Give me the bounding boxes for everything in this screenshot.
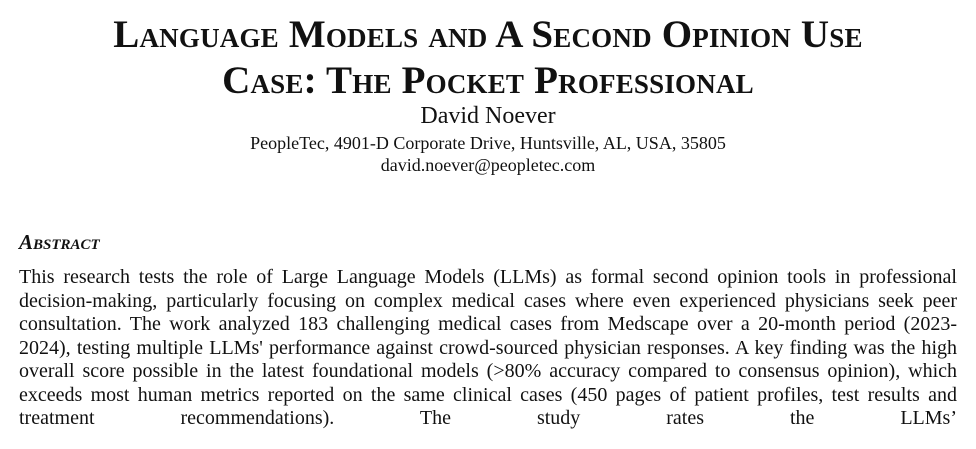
paper-title: Language Models and A Second Opinion Use… [0, 12, 976, 104]
abstract-text: This research tests the role of Large La… [19, 266, 957, 429]
author-email: david.noever@peopletec.com [380, 155, 596, 175]
title-line-1: Language Models and A Second Opinion Use [113, 13, 863, 56]
author-affiliation: PeopleTec, 4901-D Corporate Drive, Hunts… [250, 133, 726, 153]
abstract-heading: Abstract [19, 230, 100, 254]
title-line-2: Case: The Pocket Professional [222, 59, 754, 102]
author-name: David Noever [420, 103, 556, 129]
